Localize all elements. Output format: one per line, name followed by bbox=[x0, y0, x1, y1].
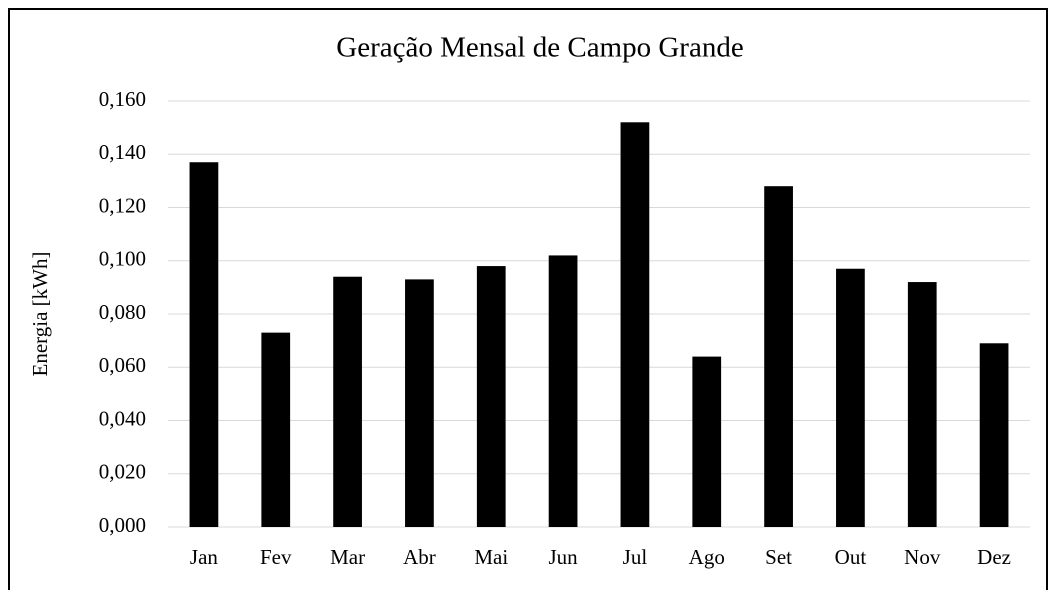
x-tick-label: Mar bbox=[330, 545, 365, 569]
bar bbox=[548, 255, 578, 528]
y-tick-label: 0,100 bbox=[99, 247, 146, 271]
y-tick-label: 0,080 bbox=[99, 300, 146, 324]
x-tick-label: Set bbox=[765, 545, 792, 569]
y-tick-label: 0,160 bbox=[99, 87, 146, 111]
x-tick-label: Nov bbox=[904, 545, 941, 569]
bar bbox=[692, 356, 722, 527]
bar bbox=[333, 276, 362, 527]
y-tick-label: 0,000 bbox=[99, 513, 146, 537]
y-axis-label: Energia [kWh] bbox=[28, 252, 52, 377]
bar bbox=[476, 266, 506, 527]
x-tick-label: Fev bbox=[260, 545, 292, 569]
y-tick-label: 0,140 bbox=[99, 140, 146, 164]
y-tick-label: 0,120 bbox=[99, 193, 146, 217]
bar bbox=[620, 122, 650, 528]
y-tick-label: 0,040 bbox=[99, 406, 146, 430]
bar bbox=[405, 279, 434, 527]
x-tick-label: Abr bbox=[403, 545, 436, 569]
bar bbox=[261, 332, 291, 527]
bar bbox=[189, 162, 219, 528]
bar bbox=[979, 343, 1009, 527]
y-tick-label: 0,020 bbox=[99, 460, 146, 484]
chart-border bbox=[8, 8, 1048, 590]
x-tick-label: Mai bbox=[474, 545, 508, 569]
x-tick-label: Jul bbox=[623, 545, 648, 569]
chart-title: Geração Mensal de Campo Grande bbox=[336, 32, 743, 64]
bar bbox=[907, 282, 937, 527]
x-tick-label: Dez bbox=[977, 545, 1011, 569]
x-tick-label: Jan bbox=[190, 545, 218, 569]
x-tick-label: Ago bbox=[689, 545, 725, 569]
bar bbox=[764, 186, 793, 527]
y-tick-label: 0,060 bbox=[99, 353, 146, 377]
x-tick-label: Jun bbox=[548, 545, 578, 569]
bar bbox=[836, 268, 865, 527]
x-tick-label: Out bbox=[835, 545, 867, 569]
